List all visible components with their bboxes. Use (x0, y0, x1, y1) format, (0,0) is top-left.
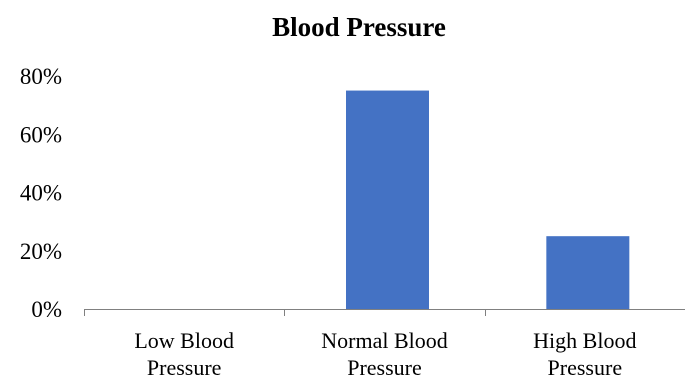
x-category-label: Pressure (347, 355, 422, 380)
y-axis: 0% 20% 40% 60% 80% (20, 64, 62, 322)
y-tick-label: 0% (31, 297, 62, 322)
bar (346, 90, 429, 309)
x-axis (84, 309, 685, 316)
y-tick-label: 80% (20, 64, 62, 89)
x-category-label: Low Blood (134, 328, 234, 353)
bars (346, 90, 630, 309)
y-tick-label: 20% (20, 239, 62, 264)
x-category-label: Pressure (147, 355, 222, 380)
x-category-label: Normal Blood (321, 328, 448, 353)
y-tick-label: 60% (20, 122, 62, 147)
chart-title: Blood Pressure (272, 12, 446, 42)
y-tick-label: 40% (20, 181, 62, 206)
x-category-label: Pressure (548, 355, 623, 380)
bar (546, 236, 630, 309)
x-category-label: High Blood (533, 328, 636, 353)
